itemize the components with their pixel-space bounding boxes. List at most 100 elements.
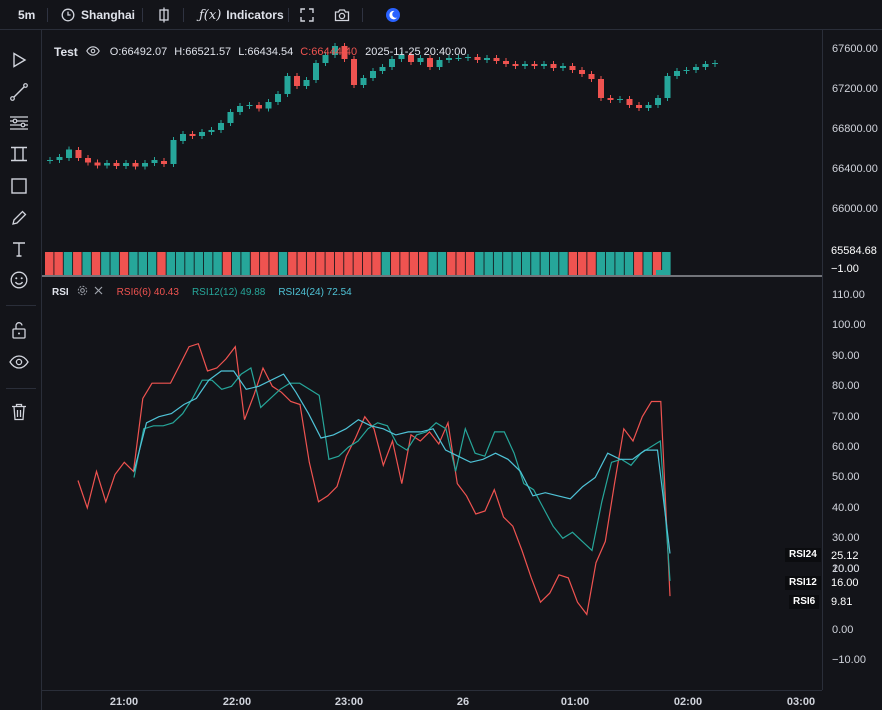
candle-body — [664, 76, 671, 98]
toolbar-divider — [47, 8, 48, 22]
brush-tool-button[interactable] — [8, 209, 30, 231]
volume-bar — [185, 252, 194, 275]
volume-bar — [213, 252, 222, 275]
candle-body — [512, 64, 519, 66]
screenshot-button[interactable] — [334, 0, 350, 30]
volume-bar — [428, 252, 437, 275]
pencil-icon — [11, 210, 27, 231]
candle-body — [626, 99, 633, 105]
candle-body — [474, 57, 481, 60]
candle-body — [398, 55, 405, 59]
fullscreen-button[interactable] — [300, 0, 314, 30]
volume-bar — [596, 252, 606, 275]
candle-body — [47, 160, 53, 161]
fx-icon: ƒ(x) — [199, 7, 222, 23]
volume-bar — [288, 252, 297, 275]
unlock-icon — [11, 321, 27, 344]
candle-body — [560, 66, 566, 68]
candle-body — [189, 134, 196, 136]
volume-bar — [381, 252, 391, 275]
lock-drawings-button[interactable] — [8, 321, 30, 343]
trash-icon — [11, 403, 27, 426]
candle-body — [85, 158, 91, 163]
rsi12-line — [133, 367, 671, 581]
rectangle-tool-button[interactable] — [8, 177, 30, 199]
volume-bar — [615, 252, 624, 275]
volume-bar — [175, 252, 185, 275]
volume-bar — [465, 252, 475, 275]
volume-bar — [503, 252, 512, 275]
volume-bar — [447, 252, 456, 275]
price-tick: 67200.00 — [832, 83, 878, 95]
cursor-tool-button[interactable] — [8, 51, 30, 73]
chart-area[interactable] — [42, 30, 822, 690]
channel-tool-button[interactable] — [8, 145, 30, 167]
volume-value-label: −1.00 — [827, 261, 863, 277]
trend-line-icon — [10, 82, 28, 106]
ohlc-high: H:66521.57 — [174, 46, 232, 58]
indicators-label: Indicators — [226, 8, 284, 22]
candle-body — [379, 67, 386, 71]
indicators-button[interactable]: ƒ(x) Indicators — [199, 0, 284, 30]
volume-bar — [634, 252, 643, 275]
rsi12-value: RSI12(12) 49.88 — [191, 286, 266, 298]
rsi-tick: 10.00 — [832, 563, 860, 575]
rsi-tick: 50.00 — [832, 471, 860, 483]
candle-body — [170, 140, 177, 164]
symbol-name: Test — [54, 45, 78, 59]
volume-bar — [624, 252, 634, 275]
toolbar-divider — [6, 388, 36, 389]
interval-button[interactable]: 5m — [18, 0, 35, 30]
rsi-tick: 0.00 — [832, 624, 854, 636]
rsi6-value: RSI6(6) 40.43 — [116, 286, 179, 298]
candle-body — [712, 63, 718, 64]
candle-body — [607, 98, 614, 100]
delete-drawings-button[interactable] — [8, 403, 30, 425]
rsi24-end-value: 25.12 — [827, 548, 863, 564]
candle-body — [104, 163, 110, 166]
channel-icon — [10, 146, 28, 167]
volume-bar — [45, 252, 54, 275]
fib-tool-button[interactable] — [8, 114, 30, 136]
time-tick: 01:00 — [560, 696, 590, 708]
trend-line-tool-button[interactable] — [8, 82, 30, 106]
rsi-tick: 20.00 — [832, 563, 860, 575]
time-axis[interactable]: 21:00 22:00 23:00 26 01:00 02:00 03:00 — [42, 690, 822, 710]
candle-body — [113, 163, 120, 166]
theme-toggle-button[interactable] — [385, 0, 401, 30]
candle-body — [227, 112, 234, 123]
fullscreen-icon — [300, 8, 314, 22]
volume-bar — [437, 252, 447, 275]
rsi6-end-name: RSI6 — [789, 595, 820, 609]
hide-drawings-button[interactable] — [8, 353, 30, 375]
toolbar-divider — [288, 8, 289, 22]
volume-bar — [222, 252, 232, 275]
candle-body — [436, 60, 443, 67]
eye-icon[interactable] — [85, 45, 100, 59]
price-axis[interactable]: 67600.00 67200.00 66800.00 66400.00 6600… — [822, 30, 882, 690]
volume-bar — [362, 252, 372, 275]
volume-bar — [278, 252, 288, 275]
volume-series — [45, 252, 671, 275]
candle-body — [598, 79, 604, 98]
volume-bar — [344, 252, 353, 275]
volume-bar — [521, 252, 531, 275]
candle-body — [322, 55, 329, 63]
settings-icon[interactable] — [77, 285, 88, 299]
theme-icon — [385, 7, 401, 23]
chart-type-button[interactable] — [157, 0, 171, 30]
volume-bar — [101, 252, 110, 275]
candle-body — [123, 163, 129, 166]
close-icon[interactable] — [94, 286, 103, 298]
volume-bar — [643, 252, 652, 275]
candle-body — [218, 123, 224, 130]
text-tool-button[interactable] — [8, 240, 30, 262]
timezone-button[interactable]: Shanghai — [61, 0, 135, 30]
emoji-tool-button[interactable] — [8, 271, 30, 293]
volume-bar — [493, 252, 503, 275]
rsi12-end-name: RSI12 — [785, 576, 821, 590]
candle-body — [66, 149, 72, 158]
candle-body — [351, 59, 357, 85]
candle-body — [645, 105, 652, 108]
price-tick: 66400.00 — [832, 163, 878, 175]
